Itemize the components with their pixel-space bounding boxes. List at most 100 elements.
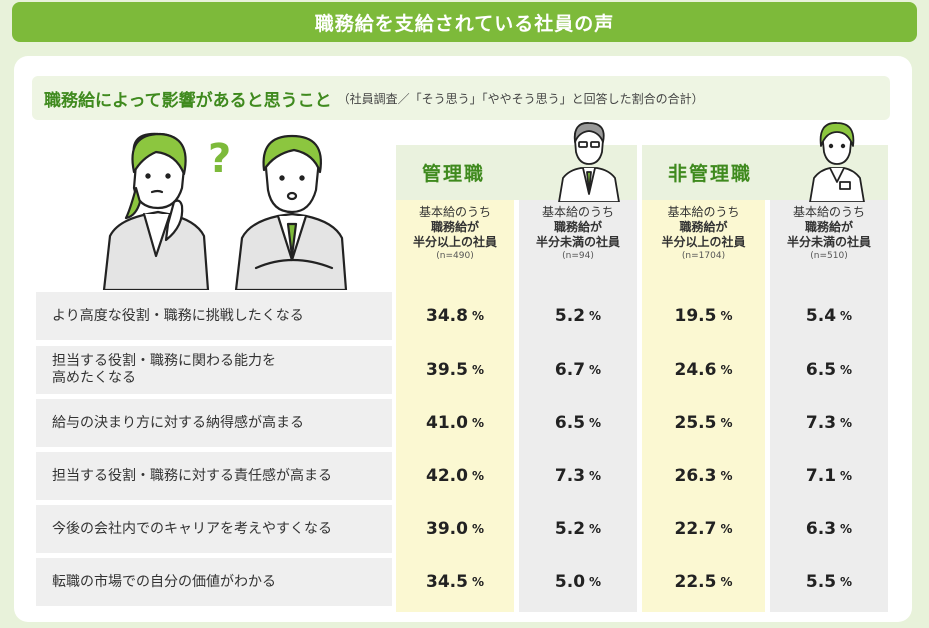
row-label: 担当する役割・職務に対する責任感が高まる [52, 452, 392, 500]
value-unit: % [720, 575, 733, 589]
value-unit: % [471, 416, 484, 430]
value-number: 19.5 [674, 306, 717, 326]
value-cell: 22.5% [642, 558, 765, 606]
value-number: 6.3 [805, 519, 837, 539]
value-unit: % [589, 469, 602, 483]
column-header-4: 基本給のうち 職務給が 半分未満の社員 (n=510) [770, 205, 888, 287]
value-number: 34.8 [426, 306, 468, 326]
row-label: より高度な役割・職務に挑戦したくなる [52, 292, 392, 340]
column-bg-1 [396, 200, 514, 612]
column-header-line1: 基本給のうち [418, 205, 491, 219]
section-title-bar: 職務給によって影響があると思うこと （社員調査／「そう思う」「ややそう思う」と回… [32, 76, 890, 120]
value-unit: % [589, 575, 602, 589]
value-cell: 25.5% [642, 399, 765, 447]
value-number: 5.4 [805, 306, 837, 326]
value-cell: 41.0% [396, 399, 514, 447]
value-unit: % [720, 363, 733, 377]
value-number: 6.5 [554, 413, 586, 433]
row-label-text: 給与の決まり方に対する納得感が高まる [52, 414, 304, 431]
value-cell: 7.3% [519, 452, 637, 500]
column-header-n: (n=94) [562, 251, 594, 261]
value-number: 5.5 [805, 572, 837, 592]
column-bg-4 [770, 200, 888, 612]
row-label-text: より高度な役割・職務に挑戦したくなる [52, 307, 304, 324]
column-header-line1: 基本給のうち [541, 205, 614, 219]
value-unit: % [589, 309, 602, 323]
row-label: 今後の会社内でのキャリアを考えやすくなる [52, 505, 392, 553]
value-cell: 5.0% [519, 558, 637, 606]
value-number: 7.3 [554, 466, 586, 486]
value-cell: 39.0% [396, 505, 514, 553]
row-label-bg [36, 399, 392, 447]
value-cell: 6.3% [770, 505, 888, 553]
value-cell: 5.2% [519, 505, 637, 553]
column-header-n: (n=490) [436, 251, 474, 261]
value-number: 5.0 [554, 572, 586, 592]
value-cell: 6.5% [519, 399, 637, 447]
value-unit: % [840, 363, 853, 377]
column-header-line2: 職務給が [430, 220, 479, 234]
employee-icon [809, 122, 865, 202]
manager-icon [558, 122, 620, 202]
value-number: 26.3 [674, 466, 717, 486]
row-label-bg [36, 346, 392, 394]
column-header-1: 基本給のうち 職務給が 半分以上の社員 (n=490) [396, 205, 514, 287]
page-banner: 職務給を支給されている社員の声 [12, 2, 917, 42]
value-unit: % [589, 363, 602, 377]
row-label-bg [36, 452, 392, 500]
value-unit: % [840, 522, 853, 536]
group-label-manager: 管理職 [422, 163, 486, 185]
value-number: 24.6 [674, 360, 717, 380]
value-unit: % [471, 469, 484, 483]
column-header-line3: 半分以上の社員 [661, 235, 746, 249]
column-header-line1: 基本給のうち [792, 205, 865, 219]
column-header-line2: 職務給が [553, 220, 602, 234]
value-number: 6.7 [554, 360, 586, 380]
column-header-line3: 半分未満の社員 [786, 235, 871, 249]
banner-title: 職務給を支給されている社員の声 [314, 12, 615, 35]
value-cell: 7.3% [770, 399, 888, 447]
value-cell: 26.3% [642, 452, 765, 500]
value-unit: % [589, 416, 602, 430]
row-label-text: 転職の市場での自分の価値がわかる [52, 573, 276, 590]
value-unit: % [840, 309, 853, 323]
value-number: 22.5 [674, 572, 717, 592]
row-label: 担当する役割・職務に関わる能力を 高めたくなる [52, 346, 392, 394]
section-note: （社員調査／「そう思う」「ややそう思う」と回答した割合の合計） [337, 91, 704, 106]
value-unit: % [840, 469, 853, 483]
value-unit: % [720, 522, 733, 536]
column-header-n: (n=1704) [681, 251, 726, 261]
column-header-3: 基本給のうち 職務給が 半分以上の社員 (n=1704) [642, 205, 765, 287]
value-cell: 39.5% [396, 346, 514, 394]
column-header-line2: 職務給が [679, 220, 728, 234]
row-label-text: 今後の会社内でのキャリアを考えやすくなる [52, 520, 332, 537]
row-label-bg [36, 292, 392, 340]
value-number: 7.3 [805, 413, 837, 433]
value-unit: % [589, 522, 602, 536]
value-cell: 24.6% [642, 346, 765, 394]
value-cell: 5.5% [770, 558, 888, 606]
column-header-line1: 基本給のうち [667, 205, 740, 219]
value-number: 42.0 [426, 466, 468, 486]
value-cell: 6.5% [770, 346, 888, 394]
thinking-people-illustration: ? [102, 132, 348, 290]
column-header-2: 基本給のうち 職務給が 半分未満の社員 (n=94) [519, 205, 637, 287]
column-bg-3 [642, 200, 765, 612]
value-number: 5.2 [554, 519, 586, 539]
value-cell: 19.5% [642, 292, 765, 340]
value-unit: % [471, 575, 484, 589]
value-cell: 5.2% [519, 292, 637, 340]
value-unit: % [840, 575, 853, 589]
value-cell: 22.7% [642, 505, 765, 553]
value-cell: 6.7% [519, 346, 637, 394]
row-label-bg [36, 505, 392, 553]
value-number: 7.1 [805, 466, 837, 486]
row-label-text: 担当する役割・職務に関わる能力を 高めたくなる [52, 353, 276, 386]
value-number: 22.7 [674, 519, 717, 539]
value-cell: 34.8% [396, 292, 514, 340]
value-unit: % [840, 416, 853, 430]
value-unit: % [720, 309, 733, 323]
column-header-line2: 職務給が [804, 220, 853, 234]
column-bg-2 [519, 200, 637, 612]
value-number: 39.5 [426, 360, 468, 380]
